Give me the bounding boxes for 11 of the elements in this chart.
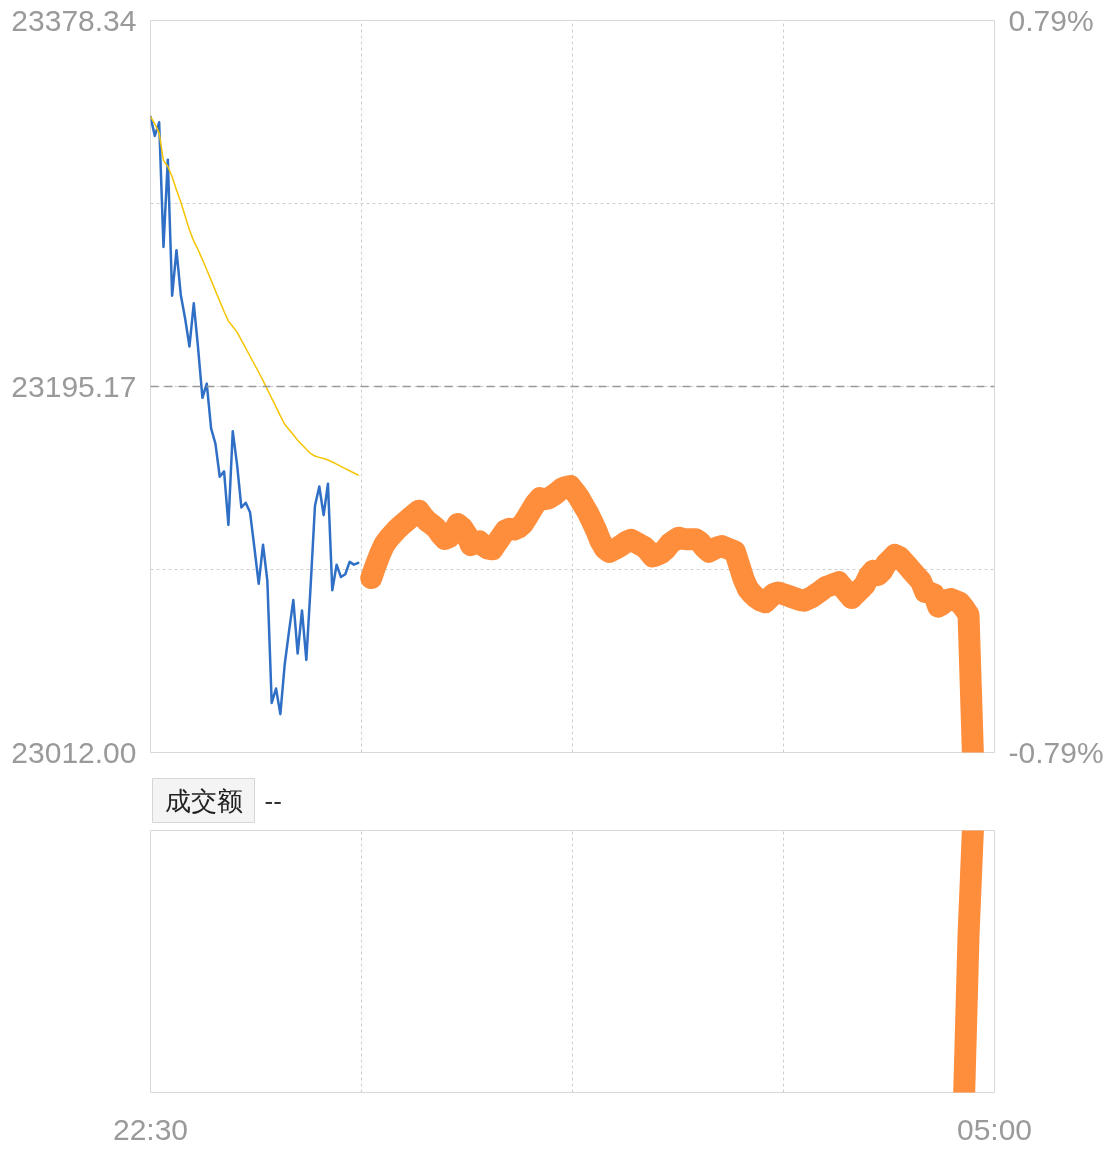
y2-tick-label: 0.79%: [1008, 4, 1094, 37]
x-tick-label: 22:30: [112, 1112, 189, 1146]
line-series: [150, 115, 359, 476]
x-tick-label: 05:00: [956, 1112, 1033, 1146]
y-tick-label: 23012.00: [11, 735, 137, 769]
y2-tick-label: -0.79%: [1008, 736, 1104, 769]
line-series: [150, 115, 360, 716]
chart-subtitle: --: [264, 785, 282, 816]
chart-title: 成交额: [164, 785, 243, 816]
y-tick-label: 23195.17: [11, 369, 137, 403]
y-tick-label: 23378.34: [11, 3, 137, 37]
